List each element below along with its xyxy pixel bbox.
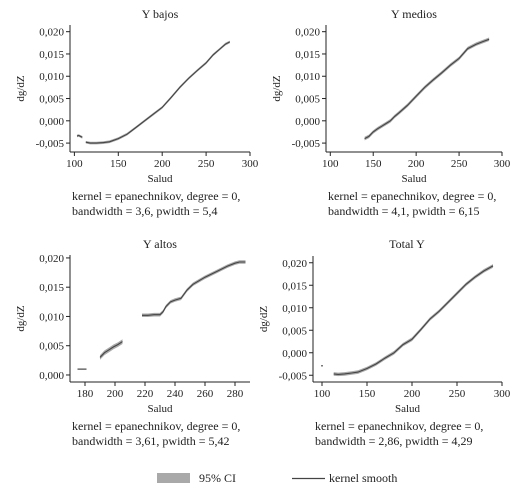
x-tick-label: 250 bbox=[198, 158, 215, 170]
x-tick-label: 280 bbox=[227, 388, 244, 400]
y-tick-label: -0,005 bbox=[292, 138, 321, 150]
kernel-smooth-line bbox=[99, 341, 123, 358]
x-tick-label: 200 bbox=[408, 158, 425, 170]
x-tick-label: 100 bbox=[314, 388, 331, 400]
y-tick-label: 0,010 bbox=[39, 71, 64, 83]
kernel-note-line-2: bandwidth = 3,6, pwidth = 5,4 bbox=[72, 204, 218, 218]
x-tick-label: 300 bbox=[494, 388, 511, 400]
y-axis-label: dg/dZ bbox=[271, 75, 283, 102]
y-axis-label: dg/dZ bbox=[15, 305, 27, 332]
y-tick-label: 0,020 bbox=[39, 27, 64, 39]
chart-panel-1: Y bajos -0,005 0,000 0,005 0,010 0,015 0,020 10… bbox=[15, 7, 259, 218]
kernel-note-line-2: bandwidth = 2,86, pwidth = 4,29 bbox=[315, 434, 473, 448]
x-tick-label: 200 bbox=[404, 388, 421, 400]
y-tick-label: 0,000 bbox=[282, 348, 307, 360]
y-tick-label: 0,015 bbox=[39, 49, 64, 61]
x-tick-label: 100 bbox=[66, 158, 83, 170]
chart-panel-2: Y medios -0,005 0,000 0,005 0,010 0,015 0,020 1… bbox=[271, 7, 511, 218]
y-tick-label: 0,020 bbox=[295, 27, 320, 39]
chart-title: Y altos bbox=[143, 237, 177, 251]
x-axis-label: Salud bbox=[147, 403, 173, 415]
y-axis-label: dg/dZ bbox=[258, 306, 270, 333]
ci-band bbox=[364, 37, 490, 141]
y-tick-label: 0,005 bbox=[282, 325, 307, 337]
kernel-smooth-line bbox=[364, 38, 490, 140]
y-tick-label: 0,000 bbox=[39, 370, 64, 382]
y-tick-label: 0,005 bbox=[295, 94, 320, 106]
x-axis-label: Salud bbox=[147, 173, 173, 185]
kernel-note-line-1: kernel = epanechnikov, degree = 0, bbox=[72, 189, 240, 203]
y-tick-label: -0,005 bbox=[36, 138, 65, 150]
y-tick-label: 0,010 bbox=[295, 71, 320, 83]
chart-title: Total Y bbox=[389, 237, 425, 251]
x-tick-label: 250 bbox=[449, 388, 466, 400]
x-tick-label: 300 bbox=[494, 158, 511, 170]
ci-band bbox=[333, 264, 493, 377]
x-tick-label: 150 bbox=[110, 158, 127, 170]
x-axis-label: Salud bbox=[401, 173, 427, 185]
kernel-note-line-1: kernel = epanechnikov, degree = 0, bbox=[315, 419, 483, 433]
y-tick-label: 0,000 bbox=[295, 116, 320, 128]
kernel-note-line-2: bandwidth = 4,1, pwidth = 6,15 bbox=[328, 204, 480, 218]
kernel-smooth-line bbox=[85, 41, 231, 144]
x-tick-label: 200 bbox=[154, 158, 171, 170]
chart-title: Y medios bbox=[391, 7, 437, 21]
kernel-smooth-line bbox=[333, 265, 494, 375]
ci-band bbox=[100, 339, 123, 360]
y-tick-label: 0,015 bbox=[295, 49, 320, 61]
y-axis-label: dg/dZ bbox=[15, 75, 27, 102]
y-tick-label: 0,010 bbox=[39, 311, 64, 323]
y-tick-label: 0,010 bbox=[282, 303, 307, 315]
x-tick-label: 180 bbox=[77, 388, 94, 400]
y-tick-label: 0,015 bbox=[282, 280, 307, 292]
kernel-note-line-2: bandwidth = 3,61, pwidth = 5,42 bbox=[72, 434, 230, 448]
kernel-smooth-line bbox=[76, 134, 83, 138]
y-tick-label: 0,020 bbox=[282, 258, 307, 270]
x-axis-label: Salud bbox=[395, 403, 421, 415]
x-tick-label: 150 bbox=[365, 158, 382, 170]
legend-smooth-label: kernel smooth bbox=[329, 471, 397, 485]
y-tick-label: 0,005 bbox=[39, 341, 64, 353]
legend-ci-label: 95% CI bbox=[199, 471, 236, 485]
kernel-note-line-1: kernel = epanechnikov, degree = 0, bbox=[72, 419, 240, 433]
x-tick-label: 250 bbox=[451, 158, 468, 170]
chart-title: Y bajos bbox=[142, 7, 179, 21]
y-tick-label: 0,020 bbox=[39, 253, 64, 265]
y-tick-label: -0,005 bbox=[279, 370, 308, 382]
x-tick-label: 220 bbox=[137, 388, 154, 400]
x-tick-label: 240 bbox=[167, 388, 184, 400]
y-tick-label: 0,000 bbox=[39, 116, 64, 128]
x-tick-label: 200 bbox=[107, 388, 124, 400]
y-tick-label: 0,015 bbox=[39, 282, 64, 294]
x-tick-label: 260 bbox=[197, 388, 214, 400]
kernel-note-line-1: kernel = epanechnikov, degree = 0, bbox=[328, 189, 496, 203]
y-tick-label: 0,005 bbox=[39, 94, 64, 106]
legend-ci-swatch bbox=[157, 473, 190, 483]
ci-band bbox=[142, 260, 246, 317]
x-tick-label: 100 bbox=[322, 158, 339, 170]
ci-band bbox=[85, 40, 230, 145]
chart-panel-3: Y altos 0,000 0,005 0,010 0,015 0,020 180 200 22… bbox=[15, 237, 250, 448]
x-tick-label: 150 bbox=[359, 388, 376, 400]
kernel-smooth-line bbox=[142, 261, 246, 316]
x-tick-label: 300 bbox=[242, 158, 259, 170]
chart-panel-4: Total Y -0,005 0,000 0,005 0,010 0,015 0,020 10… bbox=[258, 237, 511, 448]
legend: 95% CI kernel smooth bbox=[157, 471, 397, 485]
